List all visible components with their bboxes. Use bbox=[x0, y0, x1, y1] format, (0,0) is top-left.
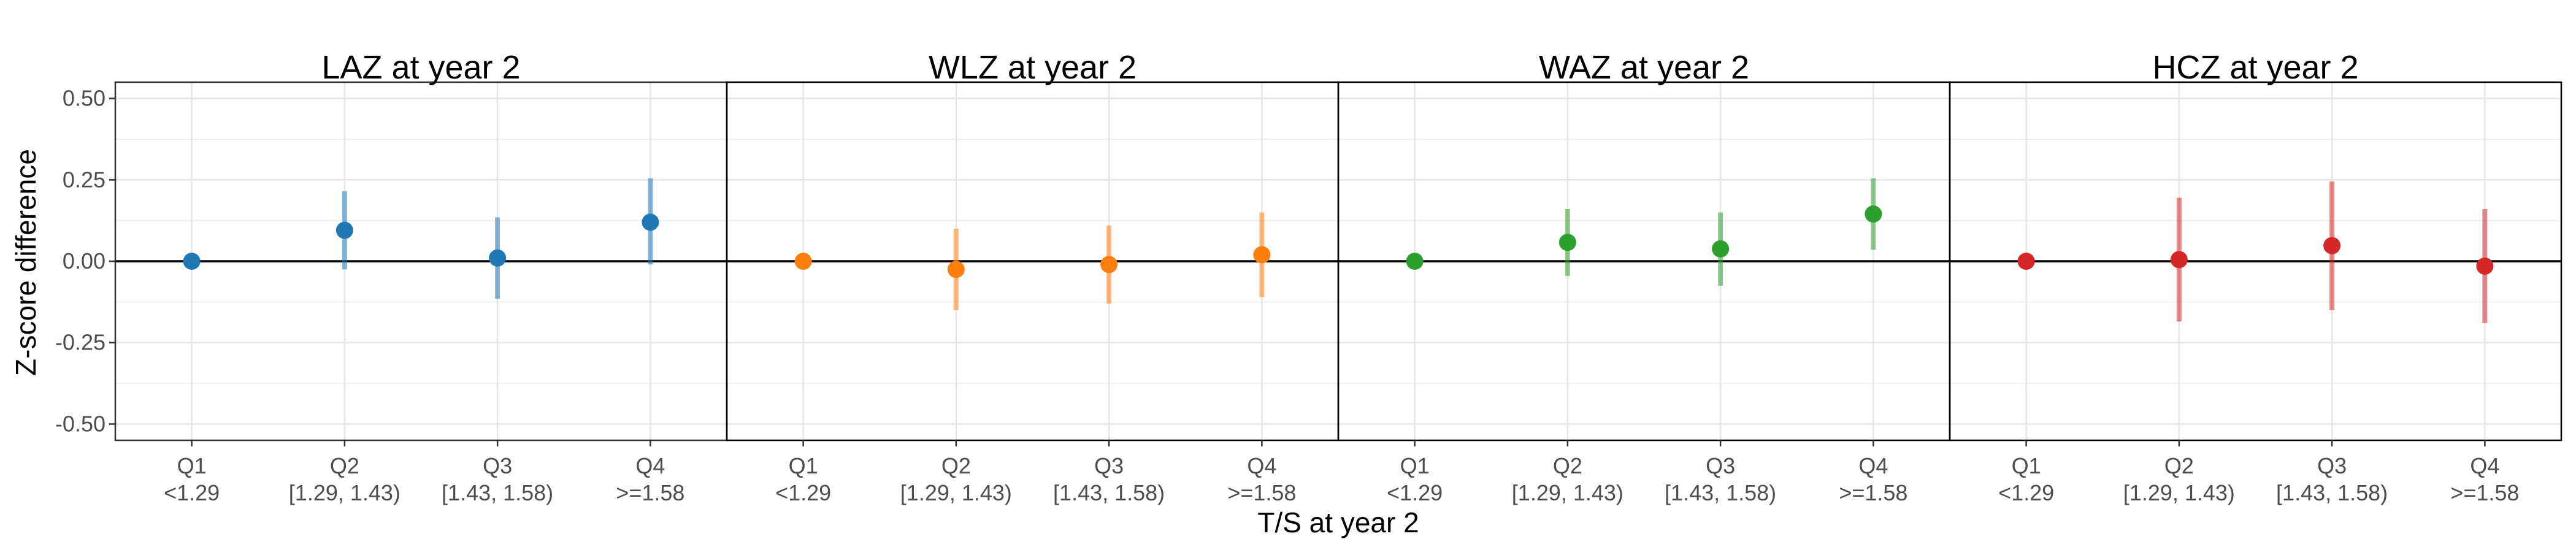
data-point bbox=[2323, 237, 2341, 255]
data-point bbox=[2476, 257, 2494, 275]
x-tick-range-label: [1.29, 1.43) bbox=[1512, 480, 1623, 505]
panel-border bbox=[1949, 81, 2563, 442]
x-tick-range-label: <1.29 bbox=[775, 480, 831, 505]
x-tick-label: Q2 bbox=[941, 453, 971, 478]
x-tick-label: Q4 bbox=[2470, 453, 2499, 478]
panel-title: HCZ at year 2 bbox=[2152, 49, 2358, 86]
x-tick-label: Q4 bbox=[1858, 453, 1888, 478]
panel-title: WAZ at year 2 bbox=[1539, 49, 1749, 86]
x-tick-label: Q1 bbox=[1400, 453, 1430, 478]
x-tick-range-label: [1.43, 1.58) bbox=[442, 480, 553, 505]
x-tick-range-label: [1.43, 1.58) bbox=[1665, 480, 1776, 505]
x-tick-range-label: [1.43, 1.58) bbox=[2276, 480, 2388, 505]
data-point bbox=[642, 213, 659, 231]
x-tick-range-label: <1.29 bbox=[1998, 480, 2054, 505]
data-point bbox=[1558, 234, 1576, 251]
data-point bbox=[335, 221, 353, 239]
x-tick-label: Q1 bbox=[177, 453, 207, 478]
data-point bbox=[1253, 246, 1271, 264]
x-tick-range-label: <1.29 bbox=[164, 480, 220, 505]
data-point bbox=[1712, 240, 1730, 258]
panel-title: LAZ at year 2 bbox=[321, 49, 520, 86]
x-tick-range-label: >=1.58 bbox=[1839, 480, 1907, 505]
y-tick-label: 0.25 bbox=[63, 167, 105, 192]
y-tick-label: 0.50 bbox=[63, 86, 105, 111]
data-point bbox=[1100, 256, 1118, 274]
x-tick-label: Q3 bbox=[1706, 453, 1735, 478]
x-tick-label: Q1 bbox=[2012, 453, 2041, 478]
y-tick-label: -0.50 bbox=[55, 411, 105, 436]
x-tick-label: Q2 bbox=[2164, 453, 2194, 478]
x-tick-range-label: [1.29, 1.43) bbox=[900, 480, 1012, 505]
x-tick-label: Q3 bbox=[1094, 453, 1124, 478]
x-tick-label: Q4 bbox=[1247, 453, 1276, 478]
panel-title: WLZ at year 2 bbox=[929, 49, 1137, 86]
x-tick-label: Q3 bbox=[483, 453, 512, 478]
data-point bbox=[183, 253, 201, 270]
data-point bbox=[2017, 253, 2035, 270]
data-point bbox=[947, 261, 965, 278]
x-tick-range-label: >=1.58 bbox=[1227, 480, 1296, 505]
x-tick-label: Q2 bbox=[1553, 453, 1582, 478]
x-axis-title: T/S at year 2 bbox=[1257, 507, 1419, 538]
x-tick-label: Q3 bbox=[2317, 453, 2347, 478]
x-tick-label: Q4 bbox=[635, 453, 665, 478]
x-tick-range-label: [1.29, 1.43) bbox=[289, 480, 401, 505]
data-point bbox=[1406, 253, 1424, 270]
data-point bbox=[2170, 251, 2188, 269]
x-tick-range-label: <1.29 bbox=[1387, 480, 1443, 505]
y-axis-title: Z-score difference bbox=[10, 149, 42, 376]
x-tick-label: Q2 bbox=[330, 453, 359, 478]
data-point bbox=[794, 253, 812, 270]
x-tick-range-label: [1.29, 1.43) bbox=[2123, 480, 2235, 505]
y-tick-label: -0.25 bbox=[55, 330, 105, 355]
x-tick-label: Q1 bbox=[789, 453, 818, 478]
data-point bbox=[489, 249, 507, 267]
data-point bbox=[1865, 205, 1882, 223]
x-tick-range-label: >=1.58 bbox=[616, 480, 684, 505]
x-tick-range-label: [1.43, 1.58) bbox=[1053, 480, 1165, 505]
y-tick-label: 0.00 bbox=[63, 248, 105, 274]
x-tick-range-label: >=1.58 bbox=[2450, 480, 2519, 505]
